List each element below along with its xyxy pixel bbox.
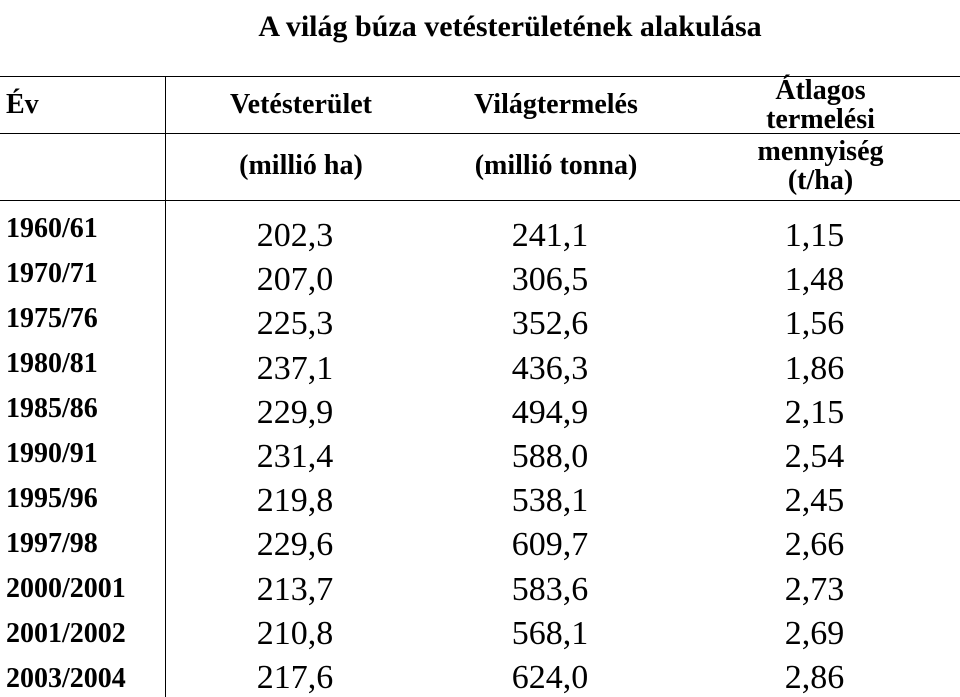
data-cell: 436,3 bbox=[512, 347, 589, 391]
table-header-row: Év Vetésterület Világtermelés Átlagos te… bbox=[0, 76, 960, 134]
data-cell: 306,5 bbox=[512, 258, 589, 302]
year-cell: 1970/71 bbox=[6, 251, 166, 296]
data-cell: 1,48 bbox=[785, 258, 845, 302]
data-cell: 241,1 bbox=[512, 214, 589, 258]
data-cell: 352,6 bbox=[512, 302, 589, 346]
data-cell: 1,56 bbox=[785, 302, 845, 346]
data-cell: 2,54 bbox=[785, 435, 845, 479]
header-year: Év bbox=[0, 77, 171, 133]
data-cell: 229,9 bbox=[257, 391, 334, 435]
data-cell: 213,7 bbox=[257, 568, 334, 612]
year-cell: 1995/96 bbox=[6, 476, 166, 521]
data-cell: 1,15 bbox=[785, 214, 845, 258]
data-cell: 2,86 bbox=[785, 656, 845, 697]
subheader-prod-unit: (millió tonna) bbox=[431, 132, 681, 200]
header-production: Világtermelés bbox=[431, 77, 681, 133]
data-cell: 210,8 bbox=[257, 612, 334, 656]
year-cell: 2001/2002 bbox=[6, 611, 166, 656]
header-average-line2: termelési bbox=[766, 104, 875, 135]
data-cell: 229,6 bbox=[257, 523, 334, 567]
data-cell: 624,0 bbox=[512, 656, 589, 697]
data-cell: 2,73 bbox=[785, 568, 845, 612]
years-column: 1960/61 1970/71 1975/76 1980/81 1985/86 … bbox=[6, 206, 166, 697]
subheader-area-unit: (millió ha) bbox=[171, 132, 431, 200]
subheader-average: mennyiség (t/ha) bbox=[681, 132, 960, 200]
year-cell: 1975/76 bbox=[6, 296, 166, 341]
subheader-avg-line1: mennyiség bbox=[758, 136, 884, 167]
data-cell: 2,45 bbox=[785, 479, 845, 523]
data-cell: 237,1 bbox=[257, 347, 334, 391]
data-cell: 225,3 bbox=[257, 302, 334, 346]
data-cell: 609,7 bbox=[512, 523, 589, 567]
production-column: 241,1 306,5 352,6 436,3 494,9 588,0 538,… bbox=[425, 214, 675, 697]
header-average: Átlagos termelési bbox=[681, 77, 960, 133]
data-cell: 202,3 bbox=[257, 214, 334, 258]
page-title: A világ búza vetésterületének alakulása bbox=[0, 10, 960, 44]
header-area: Vetésterület bbox=[171, 77, 431, 133]
subheader-avg-line2: (t/ha) bbox=[788, 165, 853, 196]
data-cell: 2,69 bbox=[785, 612, 845, 656]
year-cell: 1960/61 bbox=[6, 206, 166, 251]
data-cell: 207,0 bbox=[257, 258, 334, 302]
data-cell: 583,6 bbox=[512, 568, 589, 612]
year-cell: 1985/86 bbox=[6, 386, 166, 431]
subheader-empty bbox=[0, 132, 171, 200]
year-cell: 2000/2001 bbox=[6, 566, 166, 611]
data-cell: 2,66 bbox=[785, 523, 845, 567]
data-area: 202,3 207,0 225,3 237,1 229,9 231,4 219,… bbox=[165, 214, 960, 697]
year-cell: 2003/2004 bbox=[6, 656, 166, 697]
year-cell: 1997/98 bbox=[6, 521, 166, 566]
data-cell: 494,9 bbox=[512, 391, 589, 435]
year-cell: 1980/81 bbox=[6, 341, 166, 386]
data-cell: 588,0 bbox=[512, 435, 589, 479]
table-subheader-row: (millió ha) (millió tonna) mennyiség (t/… bbox=[0, 132, 960, 201]
data-cell: 217,6 bbox=[257, 656, 334, 697]
data-cell: 1,86 bbox=[785, 347, 845, 391]
data-cell: 2,15 bbox=[785, 391, 845, 435]
data-cell: 219,8 bbox=[257, 479, 334, 523]
page: A világ búza vetésterületének alakulása … bbox=[0, 0, 960, 697]
area-column: 202,3 207,0 225,3 237,1 229,9 231,4 219,… bbox=[165, 214, 425, 697]
year-cell: 1990/91 bbox=[6, 431, 166, 476]
data-cell: 538,1 bbox=[512, 479, 589, 523]
header-average-line1: Átlagos bbox=[775, 75, 865, 106]
data-cell: 568,1 bbox=[512, 612, 589, 656]
average-column: 1,15 1,48 1,56 1,86 2,15 2,54 2,45 2,66 … bbox=[675, 214, 954, 697]
data-cell: 231,4 bbox=[257, 435, 334, 479]
